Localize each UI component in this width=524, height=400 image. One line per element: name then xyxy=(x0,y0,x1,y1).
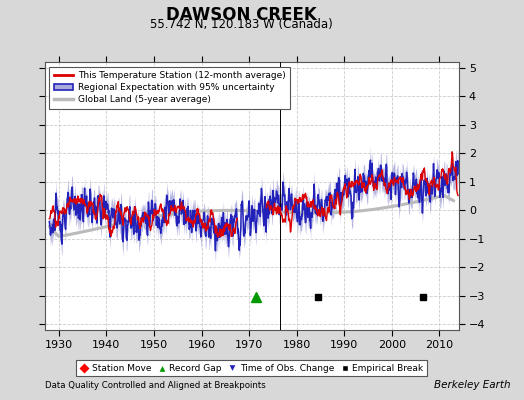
Text: Berkeley Earth: Berkeley Earth xyxy=(434,380,511,390)
Text: Data Quality Controlled and Aligned at Breakpoints: Data Quality Controlled and Aligned at B… xyxy=(45,381,265,390)
Legend: Station Move, Record Gap, Time of Obs. Change, Empirical Break: Station Move, Record Gap, Time of Obs. C… xyxy=(76,360,427,376)
Text: 55.742 N, 120.183 W (Canada): 55.742 N, 120.183 W (Canada) xyxy=(150,18,332,31)
Text: DAWSON CREEK: DAWSON CREEK xyxy=(166,6,316,24)
